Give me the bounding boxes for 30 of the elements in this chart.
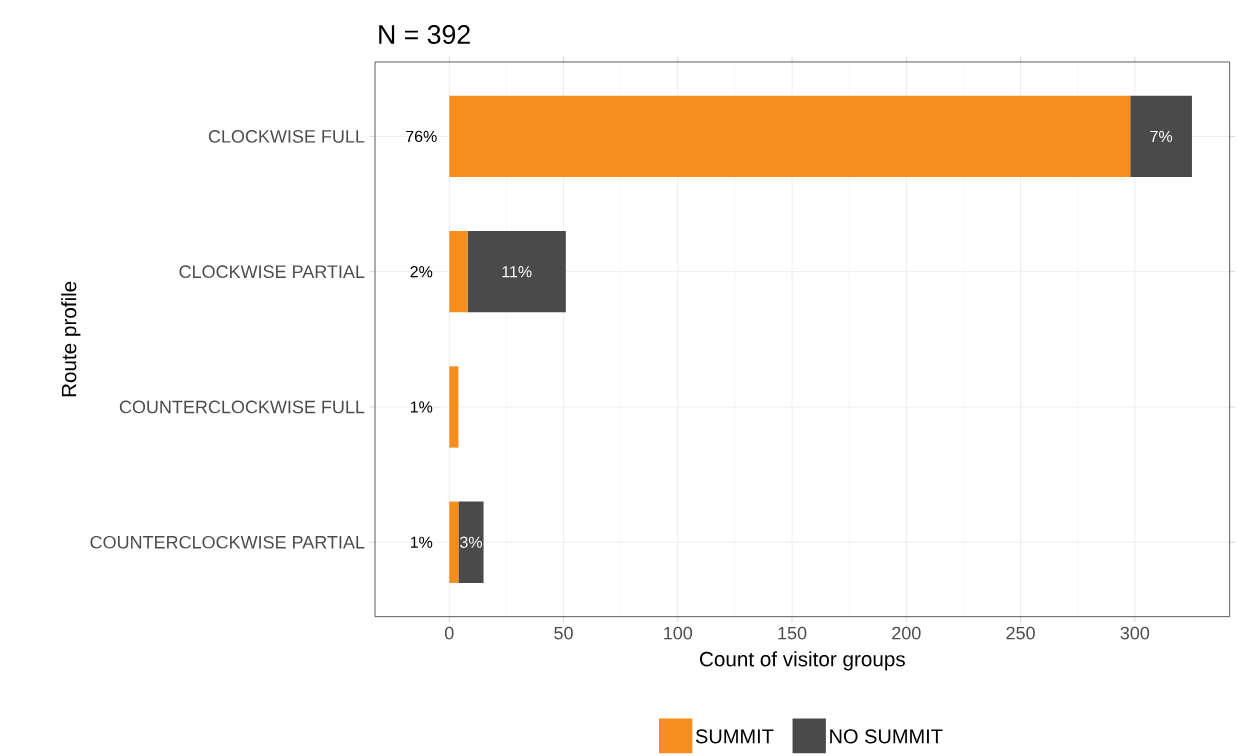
x-axis-title: Count of visitor groups [700,651,905,671]
bar [449,501,459,583]
y-axis-title: Route profile [61,281,81,397]
x-tick-label: 150 [778,626,807,640]
x-tick-label: 50 [554,626,573,640]
annotation: 1% [410,536,433,548]
x-tick-label: 300 [1120,626,1150,640]
x-tick-label: 0 [444,626,454,640]
legend-label: NO SUMMIT [830,729,943,744]
x-tick-label: 200 [892,626,921,640]
annotation: 1% [410,401,433,413]
annotation: 3% [460,536,482,548]
y-tick-label: CLOCKWISE PARTIAL [179,265,365,279]
bar [467,231,566,313]
bar [449,95,1131,178]
legend-label: SUMMIT [695,729,774,744]
chart-title: N = 392 [379,25,470,44]
bar [449,366,459,448]
x-tick-label: 100 [664,626,693,640]
y-tick-label: CLOCKWISE FULL [208,130,365,143]
bar [458,501,484,583]
bar [449,231,468,313]
annotation: 76% [406,130,437,143]
bar [1130,95,1192,178]
y-tick-label: COUNTERCLOCKWISE PARTIAL [90,535,365,549]
annotation: 11% [502,266,532,278]
annotation: 2% [410,266,433,278]
y-tick-label: COUNTERCLOCKWISE FULL [119,400,365,414]
annotation: 7% [1150,130,1173,143]
x-tick-label: 250 [1006,626,1035,640]
